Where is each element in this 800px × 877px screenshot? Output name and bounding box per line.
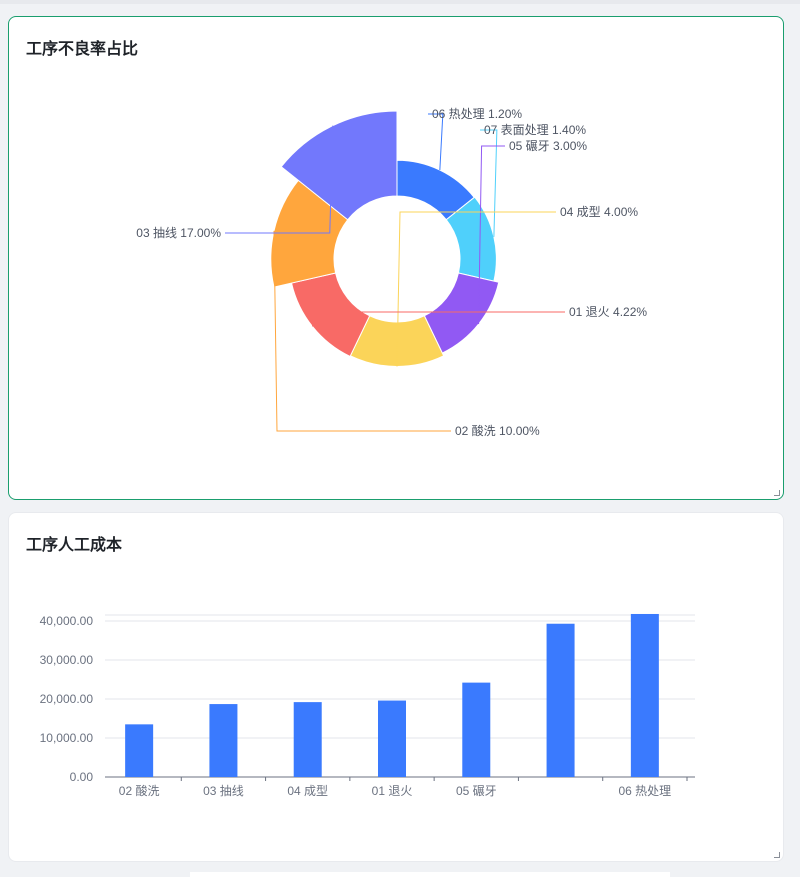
label-leader-line — [480, 129, 498, 237]
label-leader-line — [428, 113, 444, 171]
bar[interactable] — [462, 682, 491, 777]
resize-handle-icon[interactable] — [774, 852, 780, 858]
label-leader-line — [311, 311, 565, 327]
y-tick-label: 0.00 — [70, 770, 94, 784]
x-tick-label: 06 热处理 — [619, 784, 672, 798]
bar[interactable] — [630, 613, 659, 777]
slice-label: 03 抽线 17.00% — [136, 226, 221, 240]
slice-label: 01 退火 4.22% — [569, 305, 647, 319]
label-leader-line — [273, 230, 451, 432]
x-tick-label: 02 酸洗 — [119, 783, 160, 798]
x-tick-label: 03 抽线 — [203, 784, 244, 798]
x-tick-label: 05 碾牙 — [456, 784, 497, 798]
label-leader-line — [396, 211, 556, 367]
bar[interactable] — [546, 623, 575, 777]
top-strip — [0, 0, 800, 4]
card-title: 工序人工成本 — [26, 537, 123, 554]
labor-cost-card: 工序人工成本 0.00 10,000.00 20,000.00 30,000.00 40… — [8, 512, 784, 862]
card-title: 工序不良率占比 — [26, 41, 139, 58]
x-tick-label: 04 成型 — [287, 784, 328, 798]
y-tick-label: 20,000.00 — [40, 692, 94, 706]
x-tick-label: 01 退火 — [372, 784, 413, 798]
slice-label: 07 表面处理 1.40% — [484, 123, 586, 137]
bar[interactable] — [378, 700, 406, 777]
bar[interactable] — [293, 702, 322, 777]
donut-slice[interactable] — [280, 110, 398, 221]
slice-label: 04 成型 4.00% — [560, 205, 638, 219]
bar[interactable] — [125, 724, 154, 777]
y-tick-label: 40,000.00 — [40, 614, 94, 628]
labor-cost-bar-chart: 0.00 10,000.00 20,000.00 30,000.00 40,000.00… — [40, 613, 695, 798]
resize-handle-icon[interactable] — [774, 490, 780, 496]
slice-label: 06 热处理 1.20% — [432, 107, 522, 121]
label-leader-line — [478, 145, 505, 325]
bar[interactable] — [209, 704, 238, 777]
bottom-strip — [190, 872, 670, 877]
slice-label: 02 酸洗 10.00% — [455, 423, 540, 438]
y-tick-label: 30,000.00 — [40, 653, 94, 667]
label-leader-line — [225, 125, 334, 234]
defect-rate-card: 工序不良率占比 06 热处理 1.20% 07 表面处理 1.40% 05 碾牙 3… — [8, 16, 784, 500]
y-tick-label: 10,000.00 — [40, 731, 94, 745]
defect-rate-donut-chart: 06 热处理 1.20% 07 表面处理 1.40% 05 碾牙 3.00% 04 成… — [136, 107, 647, 438]
slice-label: 05 碾牙 3.00% — [509, 139, 587, 153]
